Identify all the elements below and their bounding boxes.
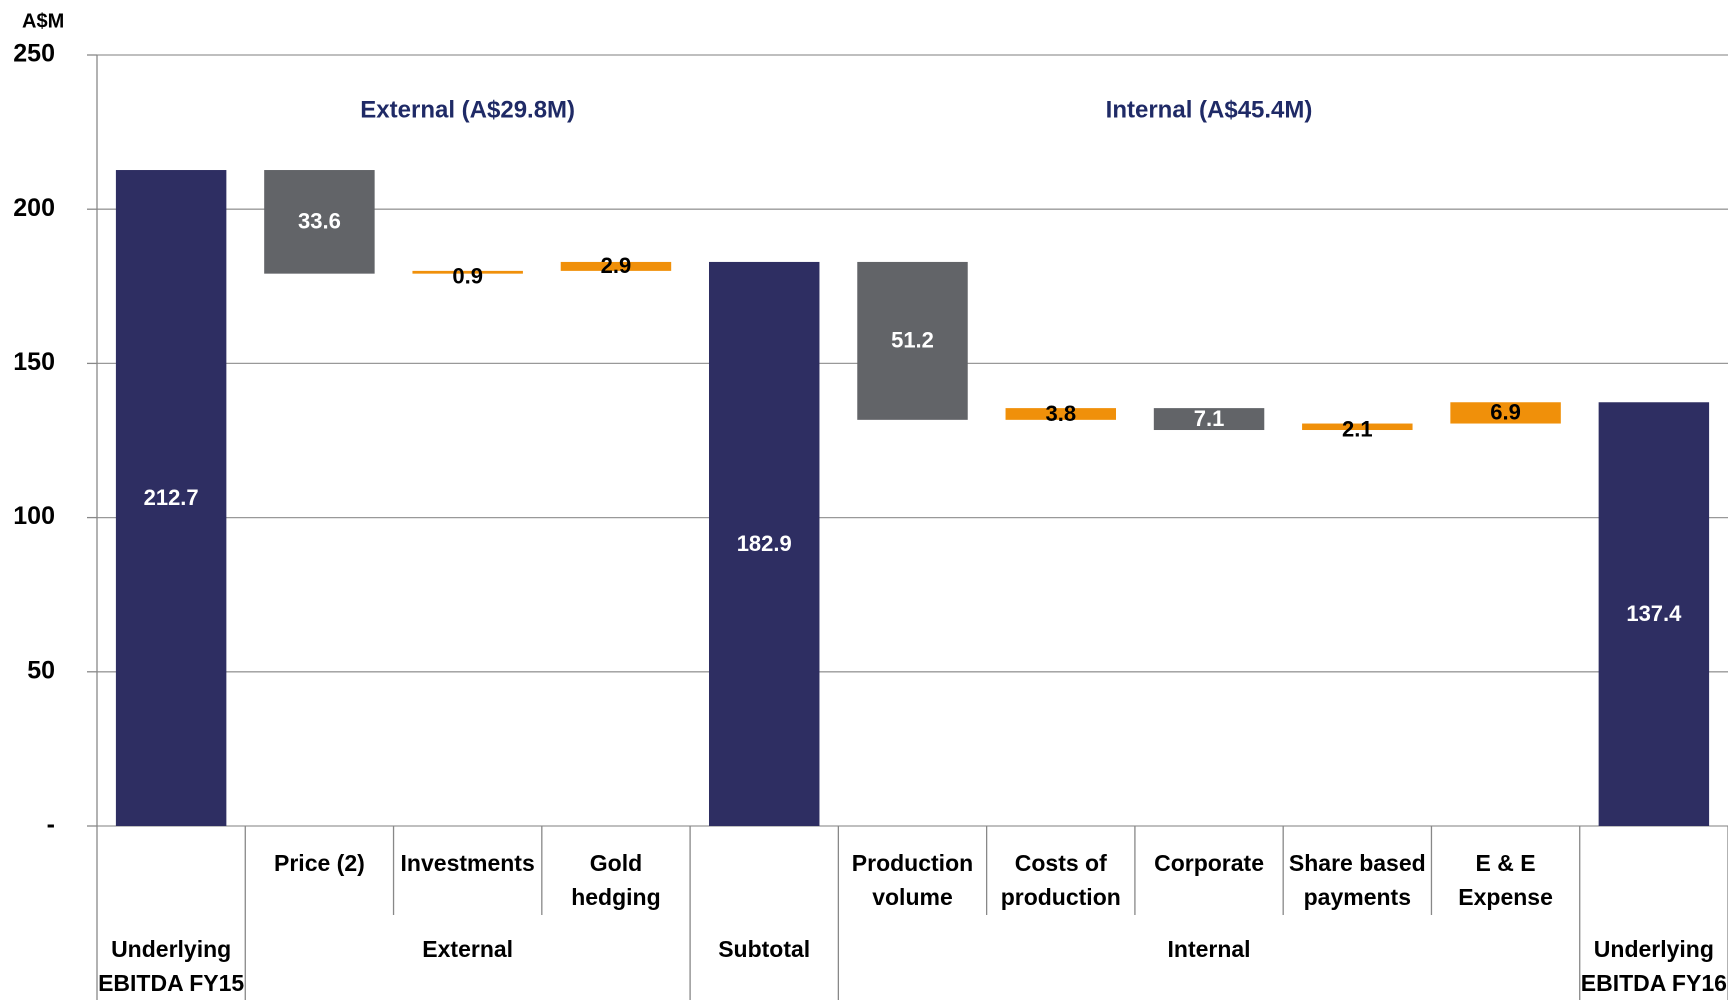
data-label: 2.1 <box>1342 416 1373 441</box>
x-tick-label: Investments <box>400 850 535 876</box>
y-tick-label: 150 <box>13 348 55 376</box>
bar <box>560 261 672 271</box>
data-label: 51.2 <box>891 328 934 353</box>
bar <box>1302 423 1413 431</box>
bar <box>1005 408 1117 420</box>
bar <box>412 270 523 274</box>
bar <box>1598 402 1710 826</box>
x-tick-label: Gold hedging <box>571 850 661 910</box>
bar <box>857 261 968 420</box>
bar <box>708 261 820 826</box>
group-label: Underlying EBITDA FY16 <box>1580 936 1727 996</box>
data-label: 212.7 <box>144 485 199 510</box>
y-tick-label: - <box>47 811 55 839</box>
x-tick-label: Corporate <box>1154 850 1264 876</box>
data-label: 2.9 <box>601 253 632 278</box>
y-axis-label: A$M <box>22 10 64 32</box>
group-label: External <box>422 936 514 962</box>
data-label: 7.1 <box>1194 406 1225 431</box>
data-label: 3.8 <box>1045 401 1076 426</box>
bar <box>1450 402 1561 424</box>
group-label: Subtotal <box>718 936 811 962</box>
data-label: 0.9 <box>452 264 483 289</box>
bar <box>115 170 227 826</box>
y-tick-label: 50 <box>27 656 55 684</box>
x-tick-label: Share based payments <box>1288 850 1426 910</box>
x-tick-label: E & E Expense <box>1458 850 1553 910</box>
group-label: Underlying EBITDA FY15 <box>98 936 245 996</box>
data-label: 182.9 <box>737 531 792 556</box>
group-label: Internal <box>1167 936 1251 962</box>
bar <box>1153 408 1265 431</box>
x-tick-label: Price (2) <box>274 850 365 876</box>
data-label: 137.4 <box>1626 601 1682 626</box>
x-tick-label: Costs of production <box>1000 850 1121 910</box>
annotation: External (A$29.8M) <box>360 96 575 123</box>
annotation: Internal (A$45.4M) <box>1106 96 1313 123</box>
data-label: 6.9 <box>1490 400 1521 425</box>
y-tick-label: 100 <box>13 502 55 530</box>
x-tick-label: Production volume <box>851 850 974 910</box>
data-label: 33.6 <box>298 209 341 234</box>
bar <box>264 170 375 274</box>
y-tick-label: 200 <box>13 194 55 222</box>
y-tick-label: 250 <box>13 40 55 68</box>
